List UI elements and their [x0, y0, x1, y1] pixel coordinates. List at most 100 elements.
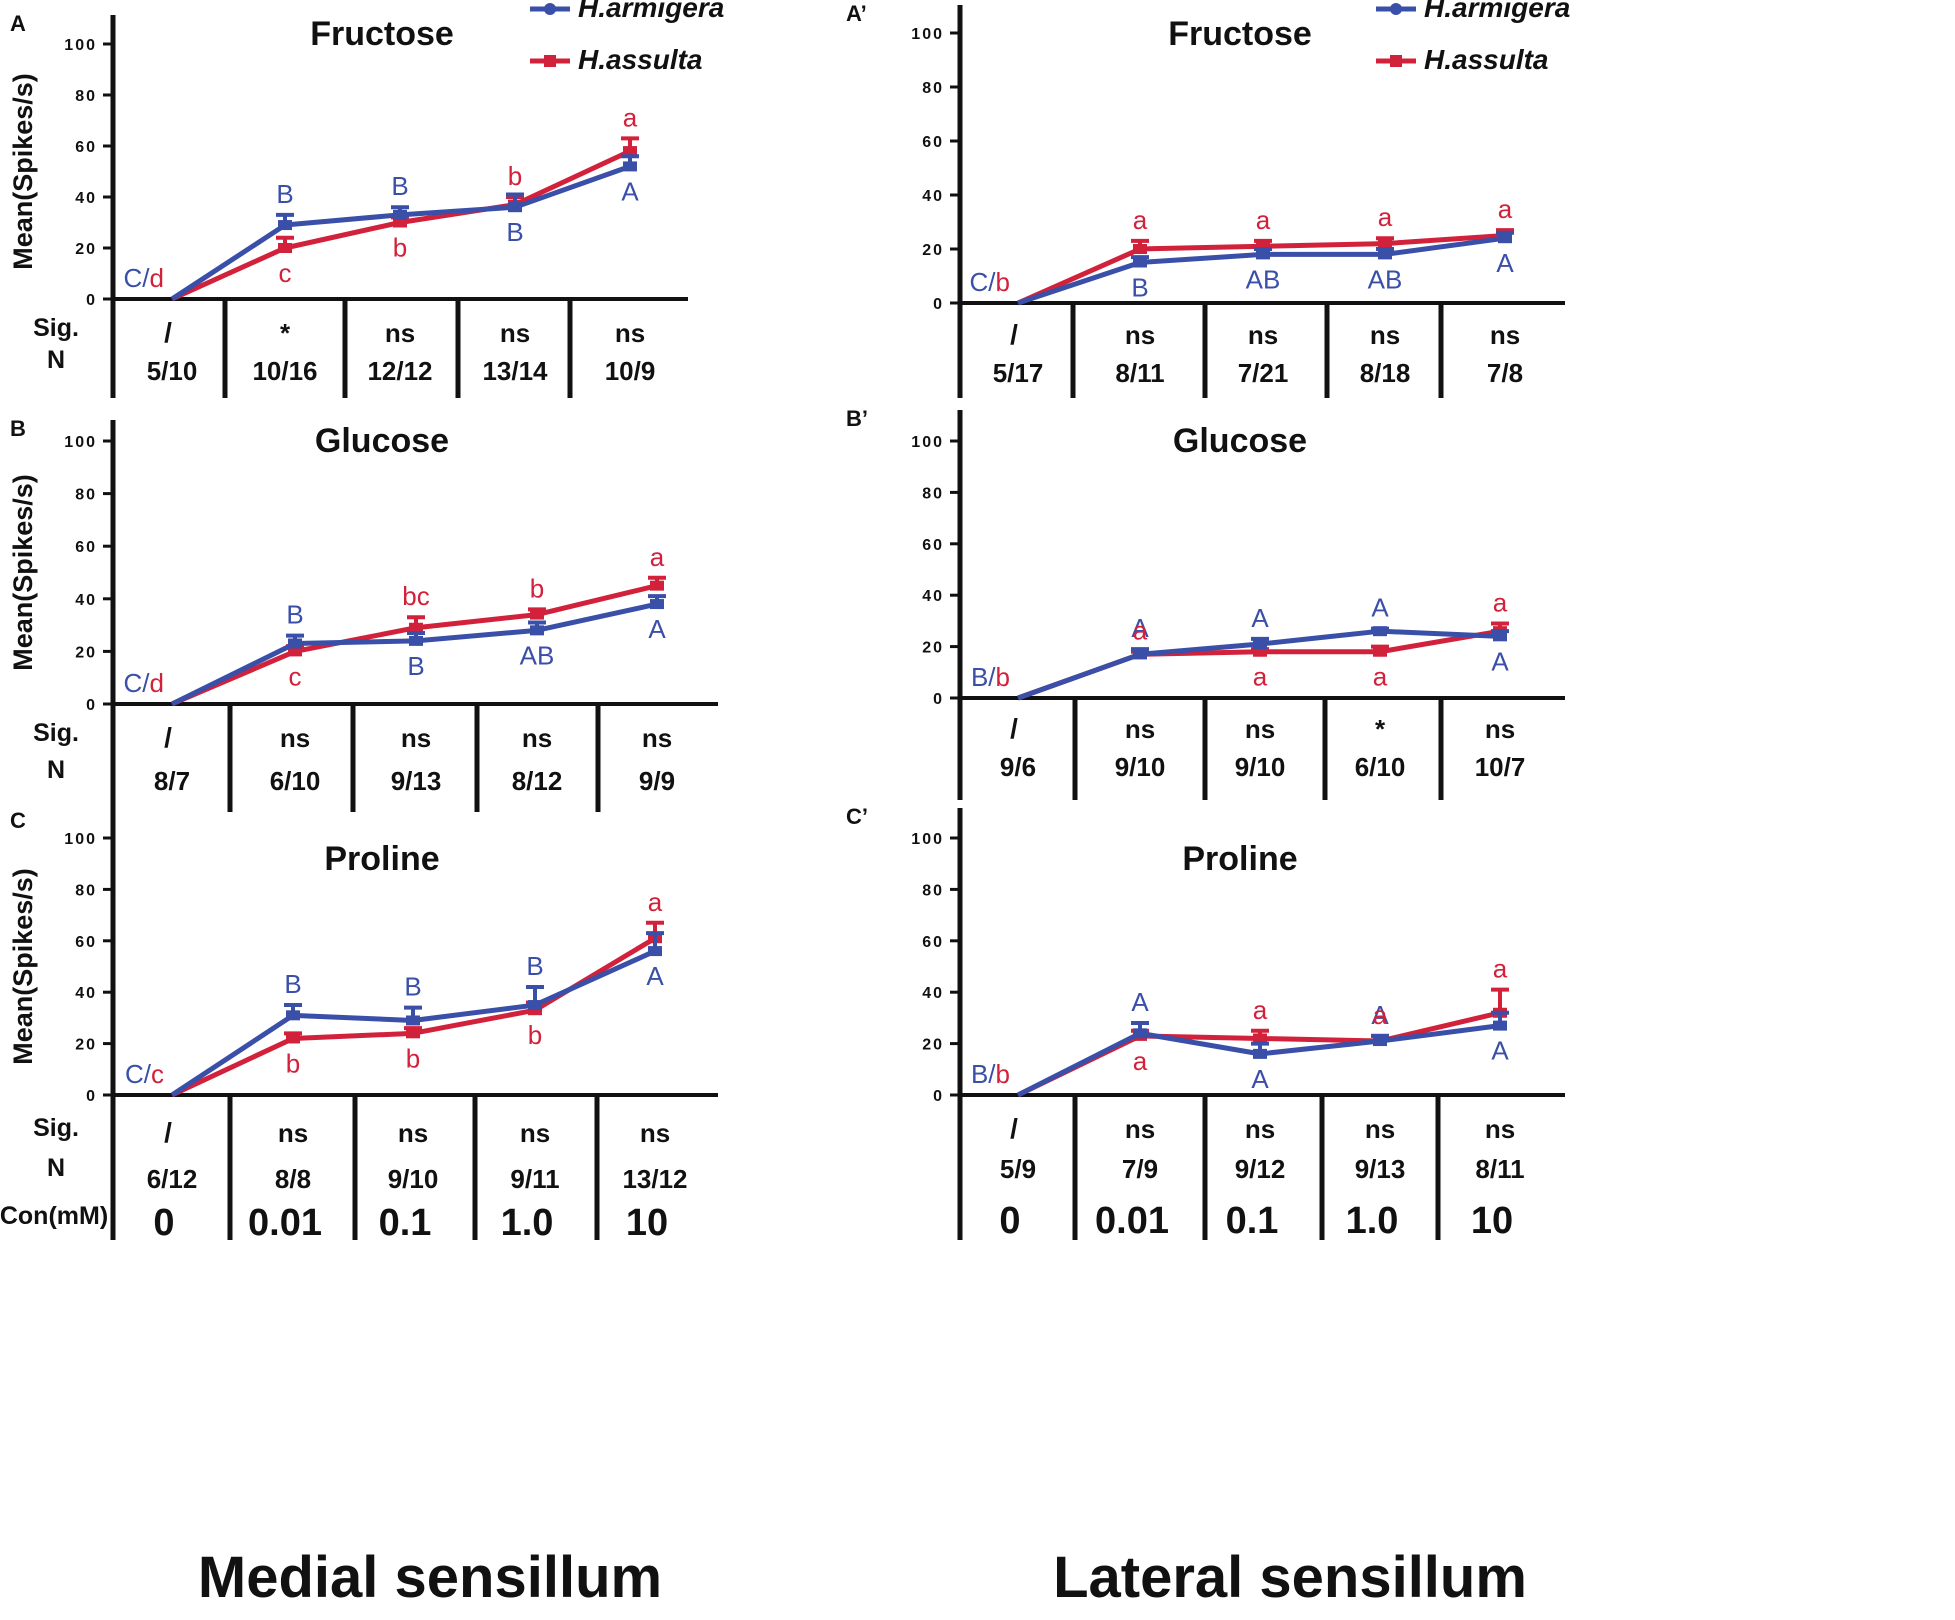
- sig-value: ns: [1248, 320, 1278, 350]
- data-point: [528, 1000, 542, 1011]
- n-value: 7/21: [1238, 358, 1289, 388]
- y-tick-label: 0: [86, 1088, 97, 1105]
- legend-label: H.assulta: [1424, 44, 1549, 75]
- n-value: 9/13: [391, 766, 442, 796]
- sig-value: ns: [398, 1118, 428, 1148]
- row-label-sig: Sig.: [33, 1114, 79, 1142]
- significance-letter: b: [406, 1043, 420, 1073]
- significance-letter: AB: [1246, 264, 1281, 294]
- significance-letter: b: [393, 233, 407, 263]
- n-value: 8/18: [1360, 358, 1411, 388]
- significance-letter: a: [1373, 662, 1388, 692]
- n-value: 13/12: [622, 1164, 687, 1194]
- data-point: [1253, 646, 1267, 657]
- data-point: [530, 609, 544, 620]
- significance-letter: A: [621, 176, 639, 206]
- sig-value: ns: [1125, 320, 1155, 350]
- data-point: [1256, 249, 1270, 260]
- legend-1: H.armigera H.assulta: [530, 0, 724, 75]
- significance-letter: b: [530, 573, 544, 603]
- significance-letter: A: [1131, 987, 1149, 1017]
- n-value: 9/11: [510, 1164, 559, 1194]
- data-point: [1378, 249, 1392, 260]
- chart-title: Proline: [324, 840, 439, 878]
- significance-letter: B: [506, 217, 523, 247]
- concentration-value: 1.0: [1346, 1200, 1399, 1242]
- significance-letter: a: [1378, 202, 1393, 232]
- chart-title: Proline: [1182, 840, 1297, 878]
- y-tick-label: 80: [922, 882, 944, 899]
- legend-2: H.armigera H.assulta: [1376, 0, 1570, 75]
- sig-value: *: [280, 318, 291, 348]
- significance-letter: A: [1491, 646, 1509, 676]
- y-tick-label: 80: [75, 487, 97, 504]
- significance-letter: B: [404, 972, 421, 1002]
- significance-letter: a: [648, 887, 663, 917]
- sig-value: ns: [1485, 714, 1515, 744]
- sig-value: ns: [520, 1118, 550, 1148]
- n-value: 8/12: [512, 766, 563, 796]
- significance-letter: A: [648, 614, 666, 644]
- y-tick-label: 20: [75, 241, 97, 258]
- significance-letter: a: [1133, 205, 1148, 235]
- data-point: [286, 1010, 300, 1021]
- row-label-n: N: [47, 756, 65, 784]
- data-point: [1253, 1048, 1267, 1059]
- significance-letter: B: [407, 651, 424, 681]
- y-tick-label: 60: [922, 537, 944, 554]
- chart-title: Fructose: [310, 15, 454, 53]
- data-point: [288, 646, 302, 657]
- data-point: [623, 146, 637, 157]
- significance-letter: a: [1493, 587, 1508, 617]
- sig-value: ns: [1245, 714, 1275, 744]
- n-value: 9/6: [1000, 752, 1036, 782]
- y-tick-label: 40: [922, 985, 944, 1002]
- sig-value: ns: [642, 723, 672, 753]
- data-point: [409, 635, 423, 646]
- significance-letter: C/d: [124, 263, 164, 293]
- n-value: 10/7: [1475, 752, 1526, 782]
- sig-value: ns: [278, 1118, 308, 1148]
- y-tick-label: 60: [922, 934, 944, 951]
- significance-letter: A: [1491, 1036, 1509, 1066]
- data-point: [648, 946, 662, 957]
- y-tick-label: 40: [75, 592, 97, 609]
- row-label-n: N: [47, 1154, 65, 1182]
- significance-letter: a: [1253, 995, 1268, 1025]
- sig-value: ns: [385, 318, 415, 348]
- significance-letter: c: [289, 661, 302, 691]
- legend-marker: [1390, 3, 1402, 15]
- legend-marker: [544, 55, 556, 67]
- significance-letter: A: [1371, 593, 1389, 623]
- legend-label: H.armigera: [578, 0, 724, 23]
- significance-letter: B: [391, 171, 408, 201]
- sig-value: /: [1010, 1113, 1018, 1144]
- concentration-value: 0.01: [1095, 1200, 1169, 1242]
- significance-letter: a: [650, 542, 665, 572]
- sig-value: /: [164, 722, 172, 753]
- n-value: 6/10: [1355, 752, 1406, 782]
- significance-letter: a: [1253, 662, 1268, 692]
- legend-marker: [1390, 55, 1402, 67]
- significance-letter: b: [508, 161, 522, 191]
- y-axis-label: Mean(Spikes/s): [8, 868, 38, 1065]
- y-tick-label: 0: [933, 1088, 944, 1105]
- y-tick-label: 20: [922, 1037, 944, 1054]
- n-value: 5/9: [1000, 1154, 1036, 1184]
- concentration-value: 0.1: [379, 1202, 432, 1244]
- chart-panel-4: B’ 0 20 40 60 80 100 Glucose A A A Aa a a a B/b/ ns ns * ns…: [846, 406, 1565, 800]
- concentration-value: 0.01: [248, 1202, 322, 1244]
- significance-letter: B: [286, 600, 303, 630]
- n-value: 12/12: [367, 356, 432, 386]
- data-point: [650, 599, 664, 610]
- significance-letter: a: [1498, 194, 1513, 224]
- y-tick-label: 0: [86, 292, 97, 309]
- data-point: [1253, 1033, 1267, 1044]
- data-point: [1493, 631, 1507, 642]
- data-point: [508, 202, 522, 213]
- data-point: [278, 220, 292, 231]
- significance-letter: A: [1371, 1000, 1389, 1030]
- chart-panel-1: A 0 20 40 60 80 100 Mean(Spikes/s) Fructose B B B Ac…: [8, 11, 688, 398]
- sig-value: ns: [1125, 1114, 1155, 1144]
- y-tick-label: 60: [75, 539, 97, 556]
